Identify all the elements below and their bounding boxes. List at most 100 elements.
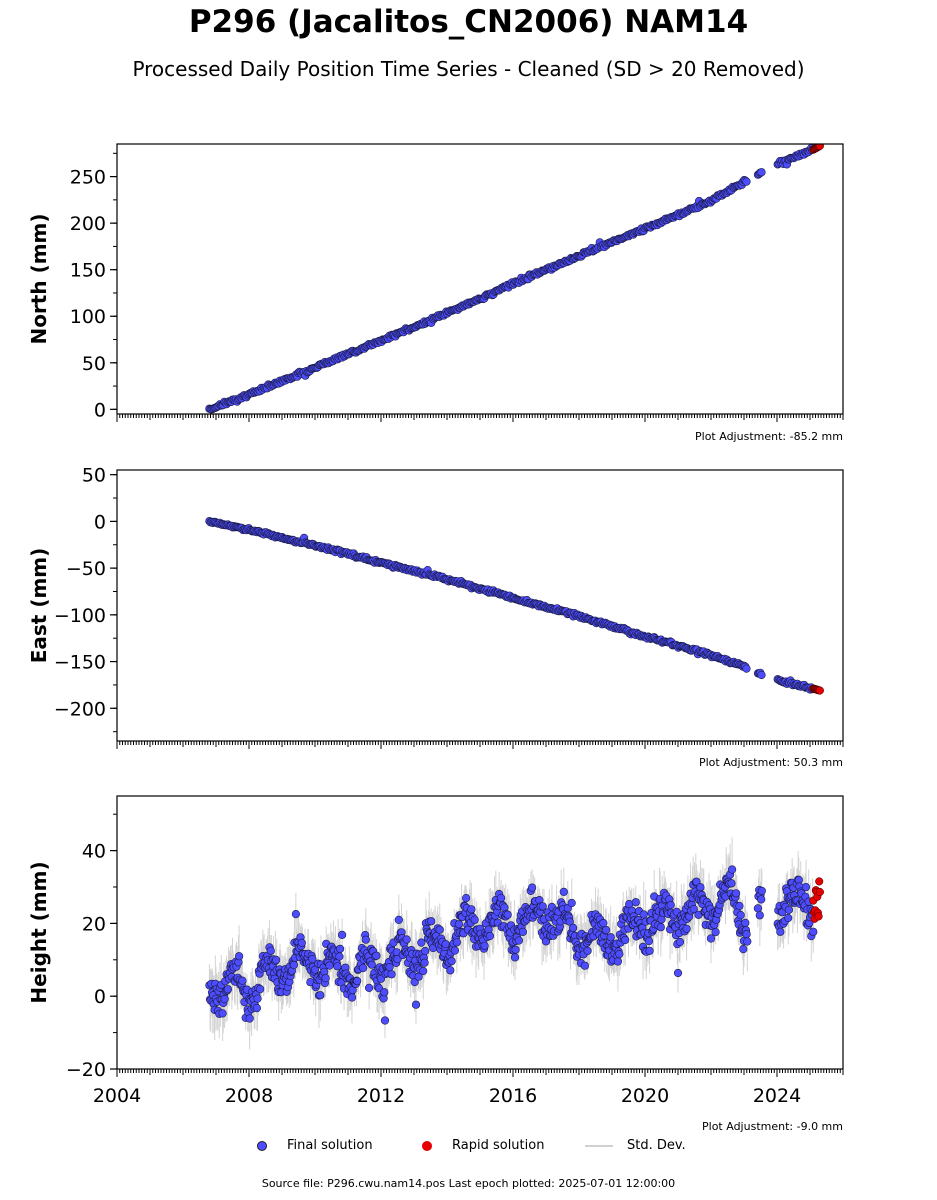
height-final-point <box>411 1000 421 1009</box>
height-final-point <box>692 877 701 886</box>
height-final-point <box>527 883 537 892</box>
height-final-point <box>497 893 506 903</box>
height-final-point <box>567 898 576 908</box>
height-final-point <box>316 991 325 1000</box>
height-final-point <box>421 946 430 956</box>
height-xtick-label: 2008 <box>225 1085 273 1107</box>
height-final-point <box>380 1016 390 1025</box>
height-plot-adjustment: Plot Adjustment: -9.0 mm <box>702 1120 843 1133</box>
east-rapid-point <box>815 686 824 695</box>
height-final-point <box>755 911 764 920</box>
height-final-point <box>380 988 389 997</box>
legend-std: Std. Dev. <box>585 1138 686 1153</box>
height-ytick-label: 0 <box>94 986 106 1008</box>
height-final-point <box>784 905 794 915</box>
east-ytick-label: −200 <box>54 698 106 720</box>
height-final-point <box>333 962 342 971</box>
height-final-point <box>742 930 751 939</box>
height-final-point <box>801 882 811 892</box>
height-final-point <box>218 1009 227 1018</box>
height-final-point <box>450 946 460 955</box>
east-ytick-label: 0 <box>94 511 106 533</box>
height-ytick-label: 20 <box>82 913 106 935</box>
height-final-point <box>480 941 489 950</box>
chart-east: 50 0 −50 −100 −150 −200 East (mm) <box>27 465 844 749</box>
height-final-point <box>367 960 376 969</box>
height-final-point <box>757 895 766 904</box>
height-final-point <box>621 935 630 945</box>
height-final-point <box>538 902 547 911</box>
height-rapid-points <box>809 877 824 923</box>
page-title: P296 (Jacalitos_CN2006) NAM14 <box>188 4 749 40</box>
height-final-point <box>336 944 345 954</box>
east-final-point <box>757 670 766 680</box>
height-final-point <box>361 935 370 944</box>
height-final-point <box>601 925 611 935</box>
height-final-point <box>289 960 299 970</box>
height-rapid-point <box>815 887 824 897</box>
height-final-point <box>682 924 691 933</box>
north-final-point <box>757 168 766 177</box>
legend: Final solution Rapid solution Std. Dev. <box>0 1138 937 1158</box>
height-final-point <box>325 961 334 970</box>
height-final-point <box>675 937 685 947</box>
height-final-point <box>353 976 362 986</box>
chart-height: −20 0 20 40 2004 2008 2012 2016 2020 2024 Height (… <box>27 795 844 1107</box>
height-final-point <box>503 910 512 919</box>
chart-north: 0 50 100 150 200 250 North (mm) <box>27 143 844 422</box>
height-final-point <box>435 925 444 934</box>
height-final-point <box>711 927 720 937</box>
height-final-point <box>644 936 654 946</box>
north-final-point <box>742 177 751 186</box>
height-final-point <box>809 927 818 936</box>
height-final-point <box>784 913 793 923</box>
height-final-point <box>308 954 317 964</box>
north-ytick-label: 250 <box>70 167 106 189</box>
height-final-point <box>706 934 716 943</box>
height-final-point <box>235 952 244 961</box>
height-final-points <box>205 865 818 1025</box>
height-final-point <box>757 886 766 896</box>
east-final-point <box>742 664 751 673</box>
height-final-point <box>223 985 232 994</box>
height-final-point <box>220 994 229 1004</box>
height-final-point <box>666 900 675 910</box>
height-final-point <box>420 958 429 967</box>
height-final-point <box>245 1014 254 1023</box>
height-final-point <box>253 994 262 1003</box>
height-final-point <box>731 889 741 898</box>
legend-final: Final solution <box>257 1138 373 1153</box>
height-final-point <box>631 898 640 907</box>
east-axes-frame <box>116 469 844 742</box>
rapid-solution-marker-icon <box>422 1140 432 1151</box>
east-ytick-label: −150 <box>54 652 106 674</box>
height-final-point <box>743 937 752 946</box>
height-final-point <box>372 951 381 960</box>
height-final-point <box>518 927 528 937</box>
height-final-point <box>452 938 462 947</box>
height-final-point <box>689 904 698 914</box>
height-final-point <box>347 993 357 1002</box>
height-final-point <box>727 879 736 888</box>
height-final-point <box>753 904 763 913</box>
height-final-point <box>335 952 344 961</box>
north-ytick-label: 150 <box>70 260 106 282</box>
east-ytick-label: −50 <box>66 558 106 580</box>
height-final-point <box>419 966 428 976</box>
north-plot-adjustment: Plot Adjustment: -85.2 mm <box>695 430 843 443</box>
height-ytick-label: 40 <box>82 841 106 863</box>
height-final-point <box>656 923 665 932</box>
height-final-point <box>470 915 479 924</box>
height-final-point <box>568 923 578 933</box>
height-final-point <box>639 910 648 919</box>
height-final-point <box>252 1003 261 1013</box>
north-ytick-label: 50 <box>82 353 106 375</box>
height-final-point <box>394 915 403 925</box>
height-final-point <box>427 917 436 926</box>
east-ytick-label: −100 <box>54 605 106 627</box>
height-final-point <box>736 910 745 920</box>
height-final-point <box>467 905 476 914</box>
height-final-point <box>615 949 624 959</box>
height-final-point <box>454 920 464 929</box>
north-rapid-points <box>809 144 824 154</box>
